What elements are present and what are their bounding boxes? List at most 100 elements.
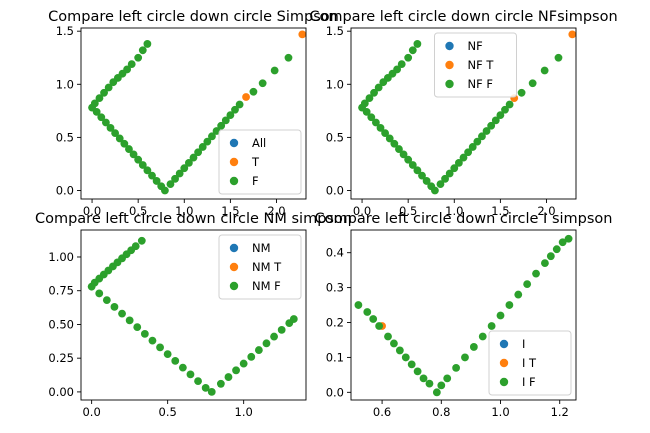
data-point (443, 374, 452, 383)
data-point (558, 238, 567, 247)
data-point (367, 113, 376, 122)
series-nf-f (358, 40, 563, 195)
data-point (390, 139, 399, 148)
data-point (171, 356, 180, 365)
x-tick-label: 2.0 (537, 204, 555, 218)
data-point (397, 60, 406, 69)
plot-frame (350, 27, 577, 200)
data-point (552, 245, 561, 254)
x-tick-label: 1.0 (491, 405, 509, 419)
x-tick-label: 1.0 (175, 204, 193, 218)
data-point (469, 343, 478, 351)
x-tick-label: 0.6 (373, 405, 391, 419)
x-tick-label: 2.0 (267, 204, 285, 218)
y-tick-label: 0.0 (326, 184, 344, 198)
data-point (104, 83, 113, 92)
data-point (473, 137, 482, 146)
legend-marker (445, 41, 454, 51)
data-point (221, 116, 230, 125)
legend-box (218, 234, 302, 300)
data-point (100, 88, 108, 97)
data-point (120, 139, 129, 148)
data-point (258, 79, 267, 88)
data-point (454, 158, 463, 167)
data-point (189, 153, 198, 162)
data-point (369, 315, 378, 323)
data-point (277, 325, 286, 334)
y-tick-label: 0.0 (326, 385, 344, 399)
x-tick-label: 0.5 (159, 405, 177, 419)
data-point (175, 169, 184, 178)
data-point (375, 322, 384, 330)
x-tick-label: 0.0 (82, 405, 100, 419)
subplot-1: 0.0 0.5 1.0 1.5 2.0 0.0 0.5 1.0 1.5 All TF (56, 24, 307, 218)
subplot-title: Compare left circle down circle Simpson (48, 9, 339, 25)
legend-label: NF T (468, 58, 495, 72)
data-point (134, 155, 143, 164)
data-point (254, 346, 263, 354)
data-point (125, 145, 133, 153)
data-point (461, 353, 469, 362)
legend-marker (445, 79, 454, 89)
data-point (97, 113, 106, 122)
data-point (468, 143, 477, 151)
data-point (496, 111, 505, 119)
y-tick-label: 1.5 (56, 24, 74, 38)
x-tick-label: 1.0 (445, 204, 463, 218)
data-point (224, 373, 233, 381)
series-i-f (354, 234, 573, 397)
data-point (436, 180, 445, 189)
y-tick-label: 0.3 (326, 281, 344, 295)
data-point (501, 105, 509, 114)
data-point (404, 53, 413, 62)
data-point (131, 242, 140, 251)
data-point (201, 383, 210, 392)
data-point (496, 311, 505, 320)
data-point (413, 166, 422, 175)
data-point (247, 352, 256, 361)
legend-label: NM T (252, 260, 282, 274)
data-point (384, 332, 392, 341)
y-tick-label: 1.0 (56, 77, 74, 91)
data-point (395, 346, 404, 355)
legend-label: NF (468, 39, 483, 53)
data-point (487, 322, 496, 330)
data-point (354, 301, 363, 309)
legend-marker (229, 243, 239, 253)
series-f (88, 40, 293, 195)
data-point (362, 108, 371, 116)
data-point (505, 301, 514, 309)
data-point (111, 129, 120, 138)
data-point (459, 153, 468, 162)
data-point (445, 169, 454, 178)
y-tick-label: 0.5 (326, 130, 344, 144)
data-point (163, 350, 172, 359)
y-tick-label: 0.5 (56, 130, 74, 144)
x-tick-label: 0.0 (83, 204, 101, 218)
data-point (418, 171, 426, 180)
data-point (541, 259, 549, 268)
data-point (564, 234, 573, 243)
data-point (161, 186, 169, 195)
data-point (370, 88, 378, 97)
data-point (134, 53, 143, 62)
data-point (482, 127, 491, 135)
data-point (90, 99, 99, 108)
y-tick-label: 1.00 (48, 250, 74, 264)
subplot-title: Compare left circle down circle NFsimpso… (309, 9, 617, 25)
legend-label: I (522, 337, 525, 351)
legend-marker (499, 377, 509, 387)
legend: NF NF T NF F (434, 32, 517, 98)
x-tick-label: 1.5 (221, 204, 239, 218)
data-point (270, 332, 278, 341)
data-point (487, 121, 496, 130)
data-point (491, 116, 500, 125)
y-tick-label: 0.00 (48, 385, 74, 399)
data-point (399, 150, 408, 159)
data-point (478, 332, 487, 341)
x-tick-label: 0.8 (432, 405, 450, 419)
data-point (143, 40, 152, 48)
data-point (528, 79, 537, 88)
data-point (180, 164, 189, 173)
series-t (242, 30, 307, 101)
